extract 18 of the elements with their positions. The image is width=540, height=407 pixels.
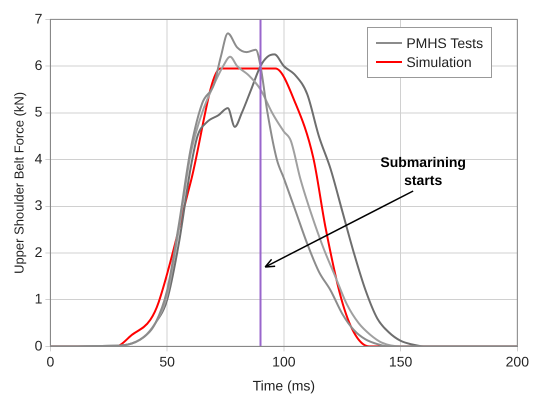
y-tick-label: 7 bbox=[34, 10, 43, 26]
y-axis-title: Upper Shoulder Belt Force (kN) bbox=[11, 92, 26, 274]
y-tick-label: 3 bbox=[34, 197, 43, 214]
x-tick-label: 200 bbox=[506, 354, 530, 370]
annotation: Submarining starts bbox=[380, 154, 466, 188]
x-tick-label: 100 bbox=[272, 354, 296, 370]
y-tick-label: 5 bbox=[34, 104, 43, 120]
y-tick-label: 0 bbox=[34, 337, 43, 354]
x-axis-title: Time (ms) bbox=[252, 377, 316, 394]
legend-label: Simulation bbox=[406, 54, 472, 70]
x-tick-label: 150 bbox=[388, 354, 412, 370]
y-tick-label: 1 bbox=[34, 290, 43, 307]
legend-label: PMHS Tests bbox=[406, 35, 484, 52]
x-tick-label: 0 bbox=[46, 354, 54, 370]
y-tick-label: 2 bbox=[34, 244, 43, 260]
y-tick-label: 6 bbox=[34, 56, 43, 73]
x-tick-label: 50 bbox=[159, 354, 176, 370]
y-tick-label: 4 bbox=[34, 150, 43, 166]
